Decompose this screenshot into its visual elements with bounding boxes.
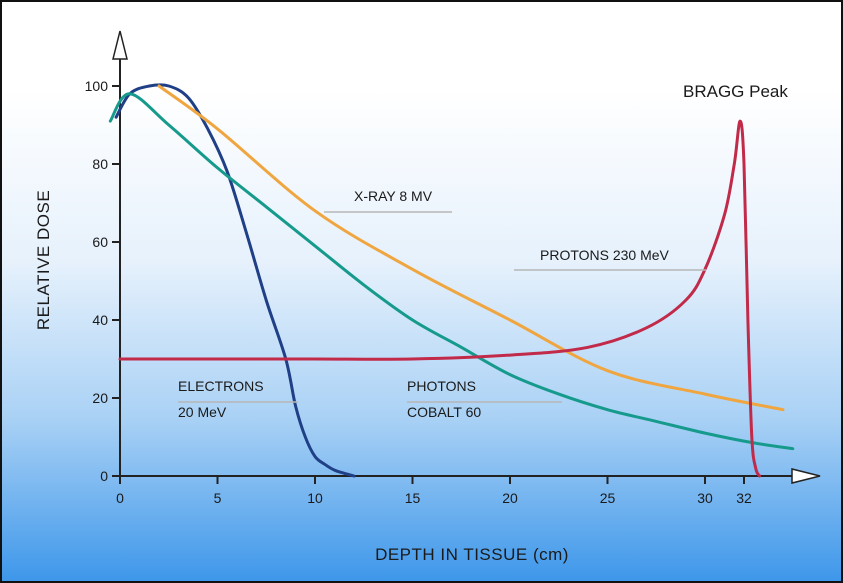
series-labels: ELECTRONS 20 MeV PHOTONS COBALT 60 X-RAY 8 M… <box>178 188 706 420</box>
curve-photons-cobalt-60 <box>108 92 795 451</box>
electrons-20-mev-label: 20 MeV <box>178 404 227 420</box>
tick-labels: 0 20 40 60 80 100 0 5 10 15 20 25 30 32 <box>85 78 752 506</box>
x-tick-label: 20 <box>502 490 518 506</box>
photons-cobalt-60-label: COBALT 60 <box>407 404 481 420</box>
x-tick-label: 32 <box>736 490 752 506</box>
x-axis-title: DEPTH IN TISSUE (cm) <box>375 545 569 564</box>
bragg-peak-annotation: BRAGG Peak <box>683 82 788 101</box>
y-tick-label: 80 <box>92 156 108 172</box>
y-tick-label: 0 <box>100 468 108 484</box>
x-tick-label: 25 <box>600 490 616 506</box>
photons-cobalt-60-label: PHOTONS <box>407 378 476 394</box>
axes <box>112 30 821 484</box>
y-tick-label: 100 <box>85 78 109 94</box>
x-tick-label: 0 <box>116 490 124 506</box>
x-tick-label: 10 <box>307 490 323 506</box>
curve-x-ray-8-mv <box>157 84 785 412</box>
electrons-20-mev-label: ELECTRONS <box>178 378 264 394</box>
protons-230-mev-label: PROTONS 230 MeV <box>540 247 670 263</box>
y-axis-title: RELATIVE DOSE <box>34 190 53 330</box>
x-tick-label: 5 <box>214 490 222 506</box>
y-tick-label: 20 <box>92 390 108 406</box>
y-tick-label: 60 <box>92 234 108 250</box>
y-tick-label: 40 <box>92 312 108 328</box>
x-tick-label: 15 <box>405 490 421 506</box>
x-axis-arrow <box>791 468 821 484</box>
y-axis-arrow <box>112 30 128 60</box>
x-ray-8-mv-label: X-RAY 8 MV <box>354 188 433 204</box>
x-tick-label: 30 <box>697 490 713 506</box>
curve-electrons-20-mev <box>114 83 356 478</box>
